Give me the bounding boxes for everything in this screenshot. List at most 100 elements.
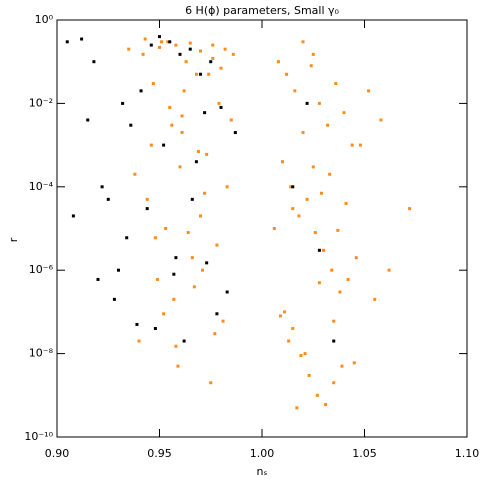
point [162,312,166,316]
point [231,52,235,56]
point [379,118,383,122]
point [225,290,229,294]
point [190,197,194,201]
point [408,207,412,211]
point [174,43,178,47]
point [186,231,190,235]
point [332,381,336,385]
point [287,339,291,343]
point [170,123,174,127]
point [151,82,155,86]
point [121,101,125,105]
point [92,60,96,64]
point [344,201,348,205]
point [145,197,149,201]
point [190,256,194,260]
point [211,56,215,60]
point [207,72,211,76]
point [291,207,295,211]
point [180,114,184,118]
point [387,268,391,272]
point [106,197,110,201]
point [358,143,362,147]
point [215,312,219,316]
point [285,72,289,76]
points [65,35,412,410]
point [338,290,342,294]
point [145,207,149,211]
point [350,143,354,147]
point [192,285,196,289]
point [162,143,166,147]
point [71,214,75,218]
point [182,89,186,93]
point [211,43,215,47]
x-tick-label: 0.95 [147,447,172,460]
x-tick-label: 1.00 [250,447,275,460]
point [295,406,299,410]
point [127,47,131,51]
point [196,150,200,154]
y-tick-label: 10⁻⁶ [29,263,54,276]
point [367,89,371,93]
point [158,45,161,49]
point [199,214,202,218]
point [324,403,328,407]
point [233,131,237,135]
x-tick-label: 0.90 [45,447,70,460]
point [65,40,69,44]
point [272,227,276,230]
point [332,339,336,343]
point [346,277,350,281]
point [293,89,297,93]
point [289,185,293,189]
point [174,256,178,260]
point [149,43,153,47]
point [180,131,184,135]
point [168,40,172,44]
chart-title: 6 H(ϕ) parameters, Small γ₀ [185,4,339,17]
point [311,52,315,56]
point [317,248,321,252]
y-tick-label: 10⁻⁴ [29,180,54,193]
point [315,393,319,397]
point [330,268,334,272]
point [332,319,336,323]
point [149,143,153,147]
point [328,172,332,176]
point [303,352,307,356]
point [100,185,104,189]
x-tick-label: 1.10 [455,447,480,460]
point [354,256,358,260]
point [141,52,145,56]
point [168,105,172,109]
point [205,152,209,156]
point [342,111,346,115]
point [188,41,192,45]
point [301,40,305,44]
y-tick-label: 10⁻⁸ [29,347,54,360]
point [291,185,295,189]
point [80,37,84,41]
point [153,326,157,330]
point [340,364,344,368]
point [201,268,205,272]
point [203,111,207,115]
point [322,248,325,252]
point [203,191,207,195]
point [319,191,323,195]
point [86,118,90,122]
point [223,47,227,51]
point [199,72,202,76]
point [219,66,223,70]
point [283,310,287,314]
point [182,339,186,343]
point [125,236,129,240]
point [278,314,282,318]
point [112,297,116,301]
point [178,52,182,56]
point [135,322,139,326]
point [352,361,356,365]
point [213,332,217,336]
